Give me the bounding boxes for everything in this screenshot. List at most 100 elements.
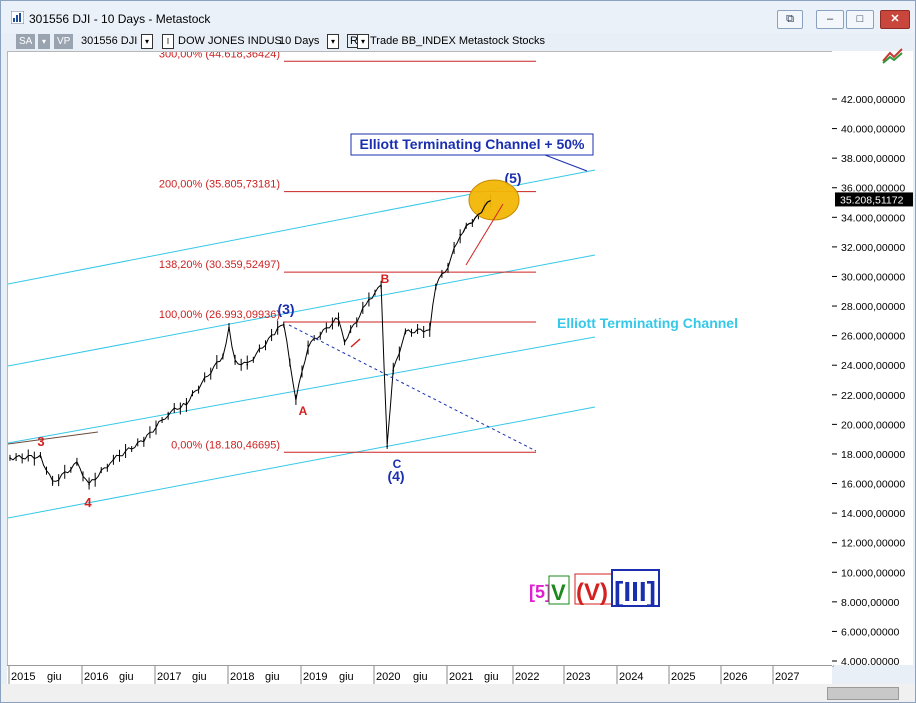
price-point	[185, 402, 188, 404]
legend-v-paren: (V)	[576, 579, 608, 606]
time-axis: 2015 giu 2016 giu 2017 giu 2018 giu 2019 giu 2020 g…	[7, 665, 832, 685]
chart-trend-icon[interactable]	[881, 45, 905, 65]
price-scale[interactable]: 42.000,00000 40.000,00000 38.000,00000 36.0…	[832, 51, 913, 668]
sa-dropdown-arrow-icon[interactable]: ▾	[38, 34, 50, 49]
price-point	[428, 328, 431, 331]
time-axis-label: giu	[192, 671, 207, 683]
scrollbar-thumb[interactable]	[827, 687, 899, 700]
metastock-app-icon	[11, 11, 24, 24]
time-axis-label: 2024	[619, 671, 643, 683]
fib-label: 100,00% (26.993,09936)	[159, 309, 280, 321]
price-point	[222, 355, 224, 357]
chart-info-text: Trade BB_INDEX Metastock Stocks	[370, 35, 546, 47]
price-point	[112, 458, 115, 461]
price-point	[282, 324, 285, 326]
price-point	[234, 360, 236, 363]
wave-5-blue-label: (5)	[504, 170, 521, 186]
dashed-trend-line	[288, 324, 537, 452]
time-axis-label: 2020	[376, 671, 400, 683]
channel-line	[7, 431, 99, 445]
channel-50-label-box	[350, 133, 594, 156]
price-tick-label: 8.000,00000	[841, 597, 900, 609]
time-axis-label: 2018	[230, 671, 254, 683]
wave-4-red-label: 4	[84, 495, 92, 510]
price-point	[295, 397, 297, 400]
price-tick-label: 42.000,00000	[841, 94, 905, 106]
chart-area[interactable]: 300,00% (44.618,36424) 200,00% (35.805,73…	[7, 48, 834, 667]
security-name: DOW JONES INDUS	[178, 35, 282, 47]
r-dropdown-icon[interactable]: ▾	[357, 34, 369, 49]
periodicity-label: 10 Days	[279, 35, 320, 47]
price-point	[380, 285, 382, 288]
channel-50-label: Elliott Terminating Channel + 50%	[360, 136, 585, 152]
price-series	[9, 193, 492, 490]
price-point	[447, 264, 449, 267]
time-axis-label: 2021	[449, 671, 473, 683]
channel-50-pointer	[544, 154, 588, 172]
title-bar: 301556 DJI - 10 Days - Metastock ⧉ – □ ✕	[1, 1, 915, 33]
symbol-dropdown-icon[interactable]: ▾	[141, 34, 153, 49]
price-tick-label: 28.000,00000	[841, 301, 905, 313]
wave-3-red-label: 3	[37, 434, 44, 449]
time-axis-label: 2016	[84, 671, 108, 683]
time-axis-label: giu	[413, 671, 428, 683]
vp-button[interactable]: VP	[54, 34, 74, 49]
price-tick-label: 14.000,00000	[841, 508, 905, 520]
channel-lines	[7, 169, 596, 519]
price-point	[343, 340, 346, 342]
price-point	[51, 482, 54, 484]
price-point	[246, 363, 249, 366]
fibonacci-levels: 300,00% (44.618,36424) 200,00% (35.805,73…	[159, 48, 536, 453]
price-point	[386, 445, 388, 447]
price-tick-label: 34.000,00000	[841, 212, 905, 224]
time-axis-label: 2022	[515, 671, 539, 683]
time-axis-label: 2015	[11, 671, 35, 683]
wave-a-label: A	[299, 404, 308, 418]
time-axis-labels: 2015 giu 2016 giu 2017 giu 2018 giu 2019 giu 2020 g…	[8, 666, 799, 685]
price-tick-label: 6.000,00000	[841, 626, 900, 638]
price-point	[459, 233, 461, 236]
sa-button[interactable]: SA	[16, 34, 36, 49]
wave-3-blue-label: (3)	[277, 301, 294, 317]
symbol-label: 301556 DJI	[81, 35, 138, 47]
time-axis-label: giu	[484, 671, 499, 683]
time-axis-label: 2025	[671, 671, 695, 683]
price-line	[9, 200, 491, 485]
legend-five: [5]	[529, 582, 551, 602]
horizontal-scrollbar[interactable]	[1, 684, 915, 702]
maximize-button[interactable]: □	[846, 10, 874, 29]
minimize-button[interactable]: –	[816, 10, 844, 29]
price-tick-label: 24.000,00000	[841, 360, 905, 372]
security-dropdown-icon[interactable]: I	[162, 34, 174, 49]
channel-line	[7, 336, 596, 444]
close-button[interactable]: ✕	[880, 10, 910, 29]
fib-label: 200,00% (35.805,73181)	[159, 179, 280, 191]
restore-layout-button[interactable]: ⧉	[777, 10, 803, 29]
wave-4-blue-label: (4)	[387, 468, 404, 484]
fib-label: 138,20% (30.359,52497)	[159, 259, 280, 271]
price-tick-label: 18.000,00000	[841, 449, 905, 461]
time-axis-label: giu	[119, 671, 134, 683]
time-axis-label: 2017	[157, 671, 181, 683]
price-point	[368, 298, 370, 301]
legend-iii-box	[611, 569, 660, 607]
wave-5-target-ellipse	[468, 179, 520, 221]
time-axis-label: 2023	[566, 671, 590, 683]
price-tick-label: 12.000,00000	[841, 538, 905, 550]
time-axis-label: 2027	[775, 671, 799, 683]
wedge-line	[465, 203, 504, 266]
last-price-label: 35.208,51172	[840, 194, 904, 206]
periodicity-dropdown-icon[interactable]: ▾	[327, 34, 339, 49]
price-point	[228, 326, 230, 329]
time-axis-label: giu	[47, 671, 62, 683]
price-tick-label: 22.000,00000	[841, 390, 905, 402]
price-chart[interactable]: 300,00% (44.618,36424) 200,00% (35.805,73…	[7, 48, 833, 666]
window-title: 301556 DJI - 10 Days - Metastock	[29, 12, 211, 26]
time-axis-label: giu	[265, 671, 280, 683]
price-tick-label: 38.000,00000	[841, 153, 905, 165]
price-tick-label: 26.000,00000	[841, 331, 905, 343]
time-axis-label: 2026	[723, 671, 747, 683]
price-tick-label: 20.000,00000	[841, 419, 905, 431]
price-point	[88, 483, 90, 486]
